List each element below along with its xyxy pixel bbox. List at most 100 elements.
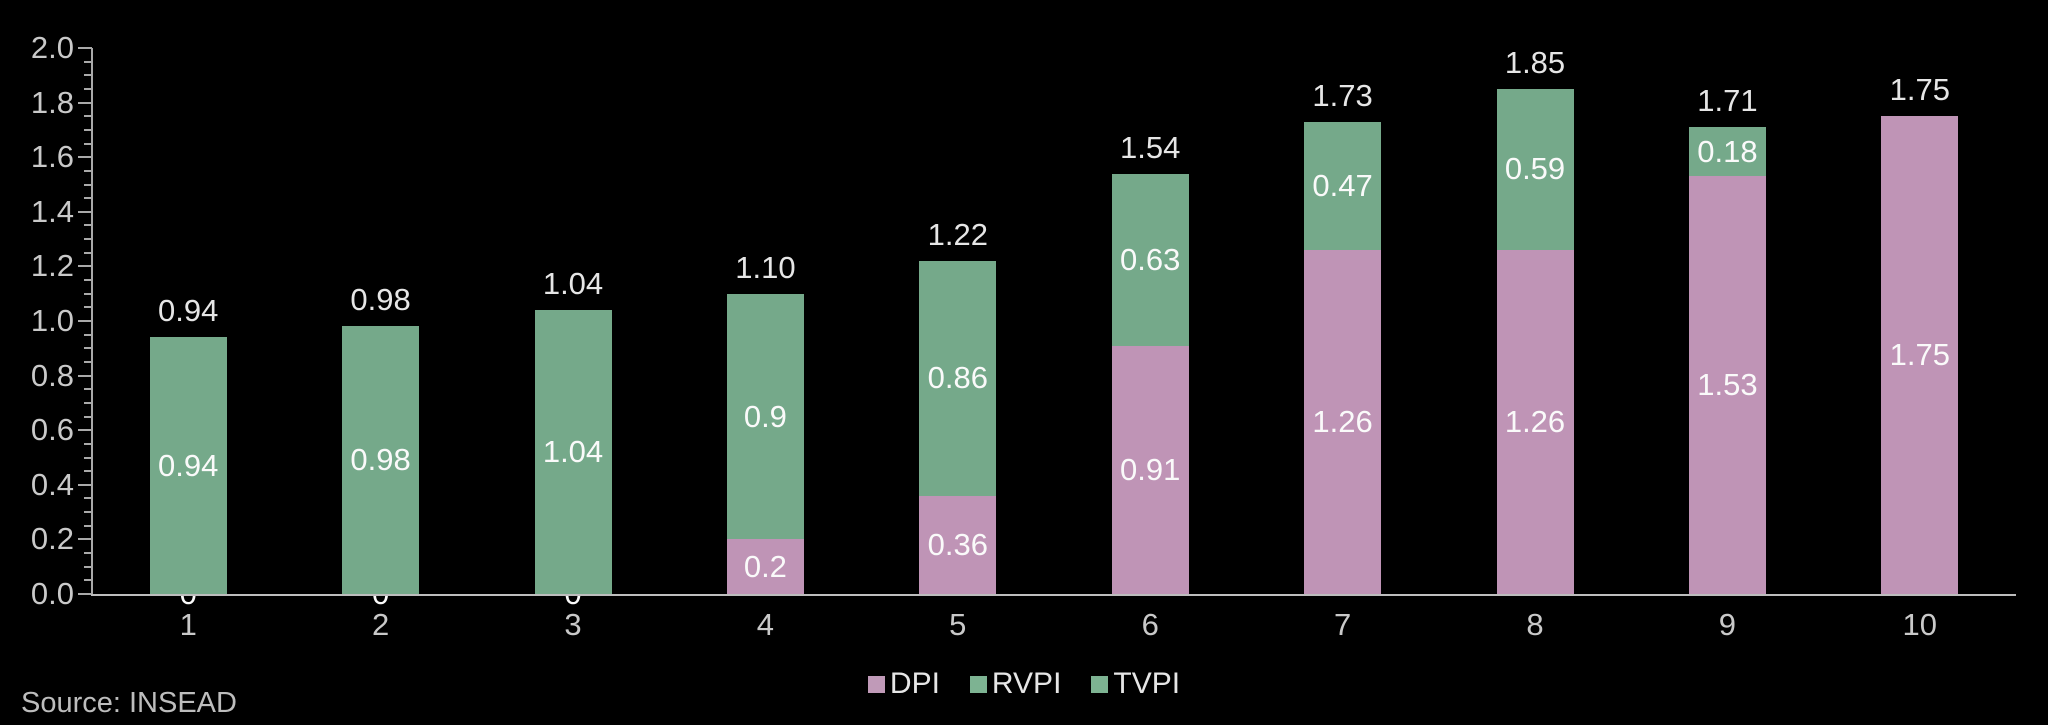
y-minor-tick: [84, 333, 92, 336]
bar-value-label-dpi: 0.91: [1120, 451, 1181, 487]
bar-value-label-rvpi: 0.9: [743, 398, 787, 434]
y-tick-label: 2.0: [30, 30, 74, 65]
bar-value-label-rvpi: 0.47: [1312, 167, 1373, 203]
bar-segment-rvpi: [726, 293, 804, 540]
y-minor-tick: [84, 115, 92, 118]
bar-segment-rvpi: [1688, 127, 1766, 177]
y-minor-tick: [84, 251, 92, 254]
bar-value-label-rvpi: 1.04: [542, 434, 604, 470]
y-minor-tick: [84, 142, 92, 145]
y-tick-label: 0.0: [30, 576, 74, 611]
y-minor-tick: [84, 238, 92, 241]
bar-value-label-dpi: 0.2: [743, 548, 787, 584]
x-tick-label: 8: [1526, 607, 1544, 642]
bar-total-label: 1.85: [1504, 44, 1566, 80]
y-minor-tick: [84, 565, 92, 568]
y-major-tick: [78, 47, 92, 49]
y-minor-tick: [84, 306, 92, 309]
bar-value-label-dpi: 0.36: [927, 526, 988, 562]
y-minor-tick: [84, 442, 92, 445]
y-minor-tick: [84, 292, 92, 295]
bar-segment-rvpi: [1304, 121, 1382, 250]
legend-swatch-icon: [969, 675, 987, 693]
y-major-tick: [78, 483, 92, 486]
bar-segment-rvpi: [149, 337, 227, 594]
bar-value-label-rvpi: 0.98: [350, 442, 411, 478]
bar-segment-rvpi: [1111, 173, 1189, 346]
bar-segment-rvpi: [919, 260, 997, 496]
bar-total-label: 0.98: [350, 282, 411, 318]
y-minor-tick: [84, 60, 92, 63]
legend-swatch-icon: [867, 675, 885, 693]
x-axis-line: [91, 594, 2016, 596]
bar-segment-rvpi: [342, 326, 420, 594]
y-tick-label: 1.8: [30, 84, 74, 120]
y-minor-tick: [84, 169, 92, 172]
x-tick-label: 6: [1141, 607, 1159, 642]
y-major-tick: [78, 265, 92, 268]
bar-segment-dpi: [1111, 345, 1189, 594]
y-minor-tick: [84, 87, 92, 90]
x-tick-label: 9: [1718, 607, 1737, 642]
bar-value-label-dpi: 1.75: [1889, 337, 1950, 373]
y-minor-tick: [84, 470, 92, 473]
y-major-tick: [78, 156, 92, 159]
x-tick-label: 7: [1333, 607, 1352, 642]
bar-total-label: 1.75: [1889, 72, 1950, 108]
bar-value-label-dpi: 1.53: [1697, 367, 1758, 403]
x-tick-label: 2: [371, 607, 390, 642]
bar-total-label: 1.73: [1312, 77, 1373, 113]
bar-total-label: 1.54: [1120, 129, 1181, 165]
bar-value-label-dpi: 1.26: [1312, 404, 1373, 439]
y-minor-tick: [84, 183, 92, 186]
x-tick-label: 10: [1902, 607, 1938, 642]
x-tick-label: 1: [179, 607, 197, 642]
bar-value-label-rvpi: 0.86: [927, 360, 988, 396]
y-axis-line: [91, 48, 93, 596]
bar-total-label: 0.94: [158, 293, 219, 329]
x-tick-label: 5: [949, 607, 967, 642]
x-tick-label: 4: [756, 607, 775, 642]
bar-segment-dpi: [1304, 250, 1382, 594]
bar-total-label: 1.71: [1697, 83, 1758, 119]
y-tick-label: 0.2: [30, 521, 74, 557]
bar-value-label-rvpi: 0.18: [1697, 133, 1758, 169]
y-minor-tick: [84, 74, 92, 77]
bar-segment-dpi: [1496, 250, 1574, 594]
y-tick-label: 0.8: [30, 357, 74, 393]
y-minor-tick: [84, 279, 92, 282]
y-major-tick: [78, 210, 92, 213]
y-minor-tick: [84, 128, 92, 131]
legend-item-dpi: DPI: [867, 667, 940, 701]
y-major-tick: [78, 538, 92, 541]
y-tick-label: 1.2: [30, 248, 74, 284]
source-caption: Source: INSEAD: [21, 687, 237, 719]
y-minor-tick: [84, 401, 92, 404]
y-tick-label: 0.6: [30, 412, 74, 448]
legend-item-rvpi: RVPI: [969, 667, 1061, 701]
legend-label: DPI: [889, 667, 940, 700]
y-minor-tick: [84, 347, 92, 350]
y-minor-tick: [84, 579, 92, 582]
y-tick-label: 1.6: [30, 139, 74, 175]
bar-segment-dpi: [1881, 116, 1959, 594]
bar-total-label: 1.22: [927, 216, 988, 252]
y-minor-tick: [84, 197, 92, 200]
legend-item-tvpi: TVPI: [1091, 667, 1180, 701]
x-tick-label: 3: [564, 607, 582, 642]
legend-label: TVPI: [1113, 667, 1181, 700]
y-tick-label: 1.0: [30, 303, 74, 338]
bar-segment-dpi: [726, 539, 804, 594]
y-tick-label: 0.4: [30, 466, 74, 502]
bar-value-label-rvpi: 0.59: [1504, 151, 1566, 187]
bar-segment-dpi: [919, 495, 997, 594]
legend: DPI RVPI TVPI: [0, 667, 2048, 701]
y-minor-tick: [84, 552, 92, 555]
y-major-tick: [78, 374, 92, 377]
y-minor-tick: [84, 497, 92, 500]
bar-segment-dpi: [1688, 176, 1766, 594]
bar-total-label: 1.10: [735, 249, 796, 285]
y-major-tick: [78, 101, 92, 104]
y-minor-tick: [84, 524, 92, 527]
